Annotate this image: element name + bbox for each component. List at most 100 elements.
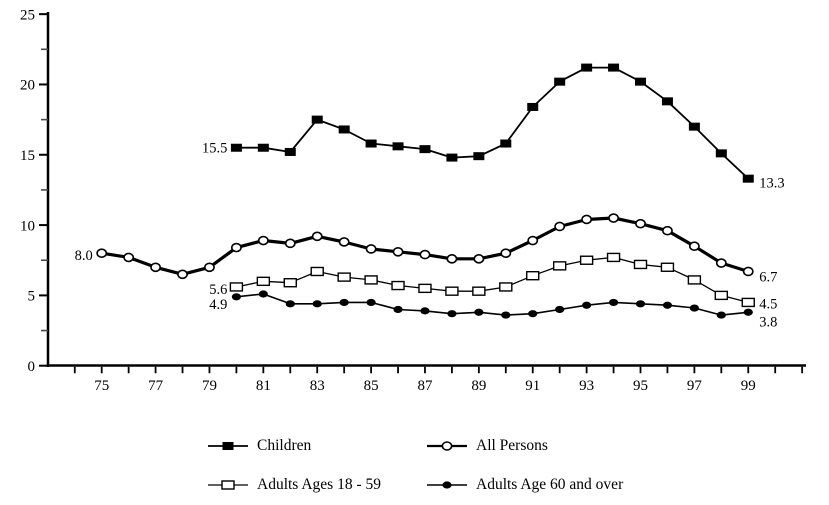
x-tick-label: 91 — [525, 378, 540, 394]
open-square-marker-icon — [552, 261, 567, 271]
open-circle-marker-icon — [311, 231, 323, 242]
filled-circle-marker-icon — [501, 311, 511, 319]
open-circle-marker-icon — [441, 441, 453, 451]
filled-circle-marker-icon — [582, 301, 592, 309]
filled-circle-marker-icon — [662, 301, 673, 309]
filled-circle-marker-icon — [474, 308, 484, 316]
open-circle-marker-icon — [635, 218, 646, 229]
open-square-marker-icon — [310, 266, 324, 277]
open-circle-marker-icon — [257, 235, 269, 246]
filled-circle-marker-icon — [312, 300, 322, 308]
x-tick-label: 87 — [417, 378, 433, 394]
open-circle-marker-icon — [419, 249, 431, 260]
x-tick-label: 95 — [633, 378, 648, 394]
filled-square-marker-icon — [222, 442, 234, 450]
annotation-first-children: 15.5 — [202, 141, 227, 157]
filled-square-marker-icon — [284, 147, 296, 156]
y-tick-label: 20 — [20, 78, 35, 94]
filled-square-marker-icon — [608, 63, 620, 72]
axes: 0 5 10 15 20 25 75 77 79 81 83 85 87 89 91 93 95 97 99 — [20, 7, 806, 394]
open-circle-marker-icon — [427, 441, 467, 451]
filled-square-marker-icon — [635, 77, 646, 86]
open-square-marker-icon — [633, 259, 648, 270]
annotation-first-adults-age-60-and-over: 4.9 — [209, 297, 227, 313]
filled-square-marker-icon — [311, 115, 323, 124]
x-tick-label: 99 — [741, 378, 756, 394]
filled-square-marker-icon — [527, 102, 539, 111]
legend-item-adults-18-59: Adults Ages 18 - 59 — [208, 477, 381, 492]
open-circle-marker-icon — [123, 252, 135, 263]
open-square-marker-icon — [391, 280, 405, 291]
open-square-marker-icon — [606, 252, 621, 263]
filled-circle-marker-icon — [743, 308, 753, 316]
open-square-marker-icon — [229, 282, 244, 292]
open-square-marker-icon — [526, 271, 540, 281]
x-tick-label: 75 — [94, 378, 109, 394]
y-tick-label: 0 — [28, 359, 36, 375]
open-square-marker-icon — [741, 297, 755, 308]
annotation-last-children: 13.3 — [759, 176, 784, 192]
filled-circle-marker-icon — [339, 298, 349, 307]
open-square-marker-icon — [445, 286, 459, 296]
filled-circle-marker-icon — [393, 305, 403, 314]
open-square-marker-icon — [472, 286, 486, 296]
open-circle-marker-icon — [581, 214, 593, 225]
open-circle-marker-icon — [150, 262, 161, 273]
x-tick-label: 81 — [256, 378, 271, 394]
open-circle-marker-icon — [284, 238, 296, 249]
filled-square-marker-icon — [473, 152, 485, 161]
filled-circle-marker-icon — [689, 304, 699, 312]
filled-circle-marker-icon — [285, 300, 295, 308]
open-circle-marker-icon — [742, 266, 754, 277]
filled-square-marker-icon — [208, 442, 248, 450]
filled-circle-marker-icon — [447, 310, 457, 318]
annotation-last-all-persons: 6.7 — [759, 269, 777, 285]
filled-square-marker-icon — [230, 143, 242, 152]
open-square-marker-icon — [687, 275, 702, 285]
open-circle-marker-icon — [96, 248, 108, 259]
annotation-first-all-persons: 8.0 — [75, 248, 93, 264]
open-circle-marker-icon — [204, 262, 215, 273]
legend-item-children: Children — [208, 437, 312, 454]
filled-square-marker-icon — [500, 139, 512, 148]
open-circle-marker-icon — [688, 241, 700, 251]
filled-square-marker-icon — [338, 125, 350, 134]
filled-circle-marker-icon — [427, 481, 467, 489]
filled-circle-marker-icon — [608, 298, 619, 307]
open-circle-marker-icon — [527, 235, 539, 246]
open-circle-marker-icon — [338, 237, 350, 247]
series-children: 15.5 13.3 — [202, 63, 785, 192]
filled-square-marker-icon — [365, 139, 377, 148]
filled-circle-marker-icon — [555, 305, 565, 314]
open-square-marker-icon — [660, 262, 675, 272]
annotation-last-adults-ages-18-59: 4.5 — [759, 296, 777, 312]
legend-item-all-persons: All Persons — [427, 438, 548, 453]
filled-circle-marker-icon — [442, 481, 452, 489]
x-tick-label: 79 — [202, 378, 217, 394]
legend-label-children: Children — [257, 437, 312, 454]
open-circle-marker-icon — [608, 213, 619, 223]
filled-circle-marker-icon — [366, 298, 376, 307]
filled-square-marker-icon — [688, 122, 700, 131]
open-square-marker-icon — [499, 282, 513, 292]
filled-square-marker-icon — [419, 145, 431, 154]
open-square-marker-icon — [221, 480, 235, 490]
open-square-marker-icon — [579, 255, 594, 265]
open-circle-marker-icon — [554, 221, 566, 232]
open-circle-marker-icon — [177, 269, 188, 280]
series-adults-ages-18-59: 5.6 4.5 — [209, 252, 777, 312]
filled-square-marker-icon — [257, 143, 269, 152]
open-circle-marker-icon — [715, 258, 727, 268]
filled-square-marker-icon — [742, 174, 754, 183]
filled-circle-marker-icon — [258, 290, 268, 298]
open-circle-marker-icon — [473, 254, 485, 264]
open-square-marker-icon — [418, 283, 432, 294]
y-tick-label: 5 — [28, 289, 36, 305]
filled-circle-marker-icon — [716, 311, 726, 319]
series-adults-age-60-and-over: 4.9 3.8 — [209, 290, 777, 330]
y-tick-label: 10 — [20, 218, 35, 234]
series-all-persons: 8.0 6.7 — [75, 213, 777, 285]
open-circle-marker-icon — [446, 254, 458, 264]
